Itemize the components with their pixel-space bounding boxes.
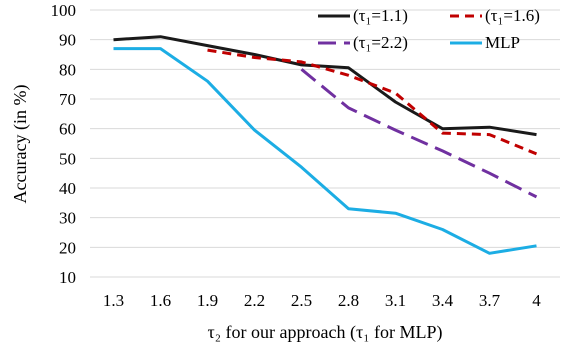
legend: (τ₁=1.1) (τ₁=1.6) (τ₁=2.2) MLP — [318, 6, 540, 52]
y-tick-label: 70 — [59, 90, 76, 109]
x-tick-label: 2.8 — [338, 291, 359, 310]
legend-label-2: (τ₁=1.6) — [485, 6, 540, 25]
x-tick-label: 3.7 — [479, 291, 501, 310]
x-axis-label: τ₂ for our approach (τ₁ for MLP) — [208, 322, 443, 343]
y-axis-label: Accuracy (in %) — [10, 85, 31, 204]
y-axis-ticks: 10 20 30 40 50 60 70 80 90 100 — [51, 1, 77, 287]
series-line-2 — [208, 50, 537, 154]
x-tick-label: 2.2 — [244, 291, 265, 310]
y-tick-label: 30 — [59, 209, 76, 228]
series-line-3 — [302, 69, 537, 197]
y-tick-label: 50 — [59, 149, 76, 168]
x-tick-label: 2.5 — [291, 291, 312, 310]
x-tick-label: 3.4 — [432, 291, 454, 310]
legend-label-3: (τ₁=2.2) — [353, 33, 408, 52]
x-tick-label: 1.9 — [197, 291, 218, 310]
y-tick-label: 20 — [59, 238, 76, 257]
x-tick-label: 1.3 — [103, 291, 124, 310]
legend-label-4: MLP — [485, 33, 520, 52]
legend-label-1: (τ₁=1.1) — [353, 6, 408, 25]
series-line-1 — [114, 37, 537, 135]
y-tick-label: 80 — [59, 60, 76, 79]
y-tick-label: 40 — [59, 179, 76, 198]
x-tick-label: 3.1 — [385, 291, 406, 310]
y-tick-label: 10 — [59, 268, 76, 287]
series-line-4 — [114, 49, 537, 254]
x-tick-label: 4 — [532, 291, 541, 310]
y-tick-label: 60 — [59, 120, 76, 139]
x-axis-ticks: 1.3 1.6 1.9 2.2 2.5 2.8 3.1 3.4 3.7 4 — [103, 291, 541, 310]
y-tick-label: 90 — [59, 31, 76, 50]
y-tick-label: 100 — [51, 1, 77, 20]
x-tick-label: 1.6 — [150, 291, 171, 310]
